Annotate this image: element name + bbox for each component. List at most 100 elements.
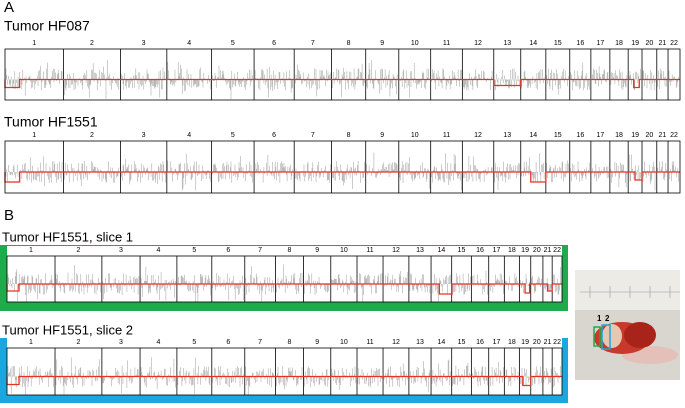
chromosome-label: 13 [416, 339, 424, 346]
chromosome-label: 20 [645, 40, 653, 47]
chromosome-label: 11 [366, 247, 373, 254]
chromosome-label: 17 [493, 247, 501, 254]
chromosome-label: 9 [315, 339, 319, 346]
chromosome-label: 18 [615, 132, 623, 139]
chromosome-label: 16 [576, 132, 584, 139]
chromosome-label: 14 [529, 40, 537, 47]
chromosome-label: 4 [187, 40, 191, 47]
chromosome-label: 22 [670, 132, 678, 139]
chromosome-label: 6 [226, 247, 230, 254]
segment-line [4, 78, 680, 89]
chromosome-label: 7 [311, 40, 315, 47]
chromosome-label: 8 [288, 247, 292, 254]
chromosome-label: 3 [142, 40, 146, 47]
chromosome-label: 4 [157, 247, 161, 254]
chromosome-label: 12 [474, 132, 482, 139]
chromosome-label: 21 [544, 247, 552, 254]
chromosome-label: 20 [645, 132, 653, 139]
chromosome-label: 2 [90, 40, 94, 47]
track-title: Tumor HF087 [4, 18, 90, 34]
chromosome-label: 19 [521, 247, 529, 254]
chromosome-label: 1 [29, 247, 33, 254]
chromosome-label: 20 [533, 247, 541, 254]
chromosome-label: 8 [347, 40, 351, 47]
chromosome-label: 21 [659, 40, 667, 47]
chromosome-label: 22 [553, 247, 561, 254]
chromosome-label: 6 [272, 40, 276, 47]
chromosome-label: 19 [631, 40, 639, 47]
track-title: Tumor HF1551, slice 1 [2, 229, 133, 244]
chromosome-label: 6 [272, 132, 276, 139]
chromosome-label: 17 [596, 132, 604, 139]
chromosome-label: 10 [340, 247, 348, 254]
chromosome-label: 20 [533, 339, 541, 346]
chromosome-label: 15 [554, 132, 562, 139]
chromosome-label: 1 [29, 339, 33, 346]
chromosome-label: 8 [347, 132, 351, 139]
chromosome-label: 16 [576, 40, 584, 47]
chromosome-label: 7 [311, 132, 315, 139]
chromosome-label: 14 [437, 247, 445, 254]
chromosome-label: 5 [231, 40, 235, 47]
track-title: Tumor HF1551, slice 2 [2, 322, 133, 337]
chromosome-label: 17 [596, 40, 604, 47]
chromosome-label: 3 [119, 339, 123, 346]
chromosome-label: 10 [340, 339, 348, 346]
chromosome-label: 13 [503, 132, 511, 139]
chromosome-label: 21 [659, 132, 667, 139]
chromosome-label: 22 [670, 40, 678, 47]
segment-line [4, 171, 680, 183]
copy-number-signal [5, 59, 679, 100]
chromosome-label: 9 [380, 40, 384, 47]
chromosome-label: 5 [192, 247, 196, 254]
chromosome-label: 13 [416, 247, 424, 254]
track-title: Tumor HF1551 [4, 114, 98, 130]
track-frame [6, 255, 563, 303]
chromosome-label: 22 [553, 339, 561, 346]
chromosome-label: 2 [76, 339, 80, 346]
slice-label: 1 [597, 314, 602, 323]
chromosome-label: 3 [142, 132, 146, 139]
chromosome-label: 6 [226, 339, 230, 346]
chromosome-label: 15 [554, 40, 562, 47]
chromosome-label: 9 [315, 247, 319, 254]
chromosome-label: 14 [529, 132, 537, 139]
track-background [7, 246, 562, 302]
chromosome-label: 12 [474, 40, 482, 47]
chromosome-label: 4 [157, 339, 161, 346]
chromosome-label: 18 [508, 339, 516, 346]
chromosome-label: 9 [380, 132, 384, 139]
track-frame [4, 140, 681, 194]
chromosome-label: 12 [392, 247, 400, 254]
chromosome-label: 1 [32, 40, 36, 47]
chromosome-label: 13 [503, 40, 511, 47]
chromosome-label: 17 [493, 339, 501, 346]
chromosome-label: 2 [90, 132, 94, 139]
chromosome-label: 5 [231, 132, 235, 139]
chromosome-label: 11 [443, 132, 450, 139]
chromosome-label: 19 [631, 132, 639, 139]
chromosome-label: 7 [258, 339, 262, 346]
chromosome-label: 3 [119, 247, 123, 254]
track-frame [6, 347, 563, 396]
segment-line [6, 375, 562, 387]
chromosome-label: 15 [458, 339, 466, 346]
track-frame [4, 48, 681, 101]
chromosome-label: 10 [411, 40, 419, 47]
chromosome-label: 18 [615, 40, 623, 47]
chromosome-label: 5 [192, 339, 196, 346]
chromosome-label: 15 [458, 247, 466, 254]
chromosome-label: 1 [32, 132, 36, 139]
chromosome-label: 18 [508, 247, 516, 254]
tumor-photo: 1 2 [575, 270, 680, 380]
chromosome-label: 21 [544, 339, 552, 346]
chromosome-label: 7 [258, 247, 262, 254]
chromosome-label: 12 [392, 339, 400, 346]
chromosome-label: 8 [288, 339, 292, 346]
panel-label: A [4, 0, 14, 16]
segment-line [6, 283, 562, 295]
chromosome-label: 14 [437, 339, 445, 346]
chromosome-label: 11 [366, 339, 373, 346]
chromosome-label: 16 [476, 247, 484, 254]
